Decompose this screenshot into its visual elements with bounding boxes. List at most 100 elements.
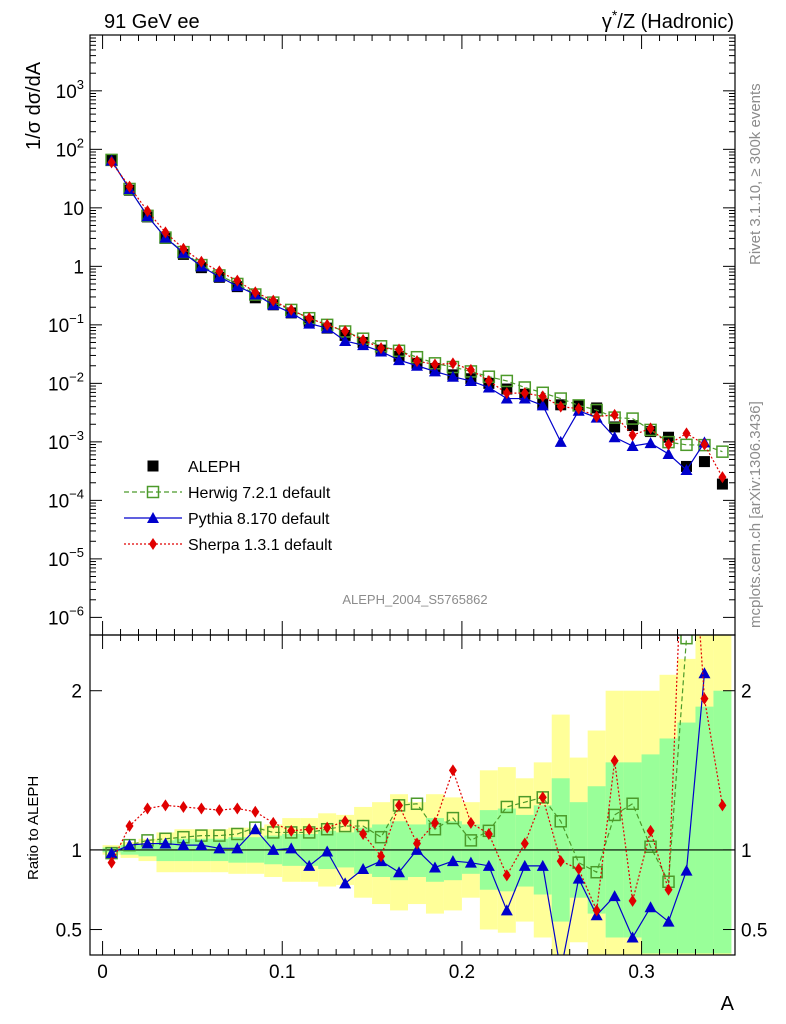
sherpa-point xyxy=(233,274,242,287)
band-green-bin xyxy=(695,706,714,954)
sherpa-point xyxy=(538,390,547,403)
band-green-bin xyxy=(713,690,732,954)
pythia-ratio-point xyxy=(177,839,190,851)
side-text-rivet: Rivet 3.1.10, ≥ 300k events xyxy=(747,83,764,265)
legend: ALEPH Herwig 7.2.1 default Pythia 8.170 de… xyxy=(124,459,333,554)
herwig-ratio-point xyxy=(500,800,514,814)
band-green-bin xyxy=(659,738,678,954)
sherpa-ratio-point xyxy=(448,764,457,777)
herwig-ratio-point xyxy=(231,827,244,841)
sherpa-ratio-point xyxy=(484,828,493,841)
pythia-ratio-point xyxy=(285,842,298,854)
aleph-point xyxy=(716,478,728,490)
sherpa-ratio-point xyxy=(197,802,206,815)
herwig-point xyxy=(680,438,693,452)
band-green-bin xyxy=(677,722,696,954)
herwig-point xyxy=(626,412,639,425)
pythia-point xyxy=(680,464,693,476)
sherpa-ratio-point xyxy=(125,820,134,833)
sherpa-ratio-point xyxy=(592,904,601,917)
y-tick-label: 10−4 xyxy=(48,486,84,512)
band-green-bin xyxy=(443,821,462,881)
pythia-ratio-point xyxy=(536,859,549,871)
sherpa-ratio-point xyxy=(395,799,404,812)
pythia-ratio-point xyxy=(213,842,226,854)
sherpa-point xyxy=(502,387,511,400)
pythia-point xyxy=(608,431,621,443)
pythia-ratio-point xyxy=(159,837,172,849)
sherpa-point xyxy=(197,255,206,268)
sherpa-ratio-point xyxy=(628,894,637,907)
x-axis-label: A xyxy=(721,993,735,1015)
aleph-point xyxy=(591,402,603,414)
pythia-ratio-point xyxy=(393,866,406,878)
ratio-y-tick-label-right: 1 xyxy=(741,841,752,862)
band-green-bin xyxy=(461,824,480,874)
herwig-ratio-point xyxy=(626,797,639,811)
ratio-y-tick-label-right: 0.5 xyxy=(741,921,767,942)
sherpa-ratio-point xyxy=(323,821,332,834)
herwig-ratio-point xyxy=(410,797,424,811)
side-text-mcplots: mcplots.cern.ch [arXiv:1306.3436] xyxy=(747,401,764,628)
pythia-ratio-point xyxy=(195,839,208,851)
sherpa-point xyxy=(107,156,116,169)
herwig-point xyxy=(716,445,729,458)
sherpa-ratio-point xyxy=(610,754,619,767)
sherpa-point xyxy=(215,265,224,278)
herwig-ratio-point xyxy=(374,830,388,844)
pythia-ratio-point xyxy=(141,837,154,849)
band-green-bin xyxy=(641,754,660,954)
pythia-ratio-point xyxy=(518,859,531,871)
ratio-y-axis-label: Ratio to ALEPH xyxy=(25,776,42,880)
sherpa-point xyxy=(520,387,529,400)
band-green-bin xyxy=(390,821,409,881)
pythia-point xyxy=(626,439,639,451)
herwig-ratio-point xyxy=(554,815,567,828)
sherpa-point xyxy=(610,408,619,421)
herwig-ratio-point xyxy=(518,795,532,809)
sherpa-point xyxy=(359,334,368,347)
ratio-y-tick-label-right: 2 xyxy=(741,682,752,703)
pythia-ratio-point xyxy=(339,877,352,889)
pythia-point xyxy=(662,448,675,460)
herwig-legend-marker xyxy=(146,485,160,499)
pythia-ratio-point xyxy=(608,890,621,902)
band-green-bin xyxy=(156,840,175,862)
sherpa-point xyxy=(287,303,296,316)
y-tick-label: 1 xyxy=(73,257,84,278)
sherpa-point xyxy=(646,422,655,435)
pythia-point xyxy=(536,399,549,411)
sherpa-point xyxy=(592,410,601,423)
sherpa-ratio-point xyxy=(251,805,260,818)
axis-ticks xyxy=(90,35,735,955)
sherpa-line xyxy=(111,161,723,478)
pythia-ratio-point xyxy=(464,856,477,868)
sherpa-ratio-point xyxy=(574,863,583,876)
y-tick-label: 10 xyxy=(63,199,84,220)
sherpa-ratio-point xyxy=(412,837,421,850)
sherpa-ratio-point xyxy=(161,799,170,812)
aleph-legend-marker xyxy=(147,460,159,472)
sherpa-ratio-point xyxy=(269,816,278,829)
pythia-point xyxy=(464,374,477,386)
sherpa-point xyxy=(466,363,475,376)
main-y-axis-label: 1/σ dσ/dA xyxy=(23,61,45,150)
sherpa-point xyxy=(484,374,493,387)
pythia-ratio-point xyxy=(428,861,441,873)
aleph-point xyxy=(698,456,710,468)
aleph-point xyxy=(627,420,639,432)
pythia-ratio-point xyxy=(662,915,675,927)
sherpa-point xyxy=(448,357,457,370)
sherpa-ratio-point xyxy=(700,692,709,705)
pythia-ratio-point xyxy=(303,859,316,871)
sherpa-point xyxy=(305,312,314,325)
main-plot-frame xyxy=(89,34,736,636)
sherpa-point xyxy=(179,242,188,255)
pythia-ratio-point xyxy=(680,864,693,876)
herwig-ratio-point xyxy=(213,829,226,842)
x-tick-label: 0.2 xyxy=(449,962,475,983)
pythia-line xyxy=(111,160,705,471)
sherpa-point xyxy=(664,438,673,451)
sherpa-ratio-point xyxy=(520,837,529,850)
